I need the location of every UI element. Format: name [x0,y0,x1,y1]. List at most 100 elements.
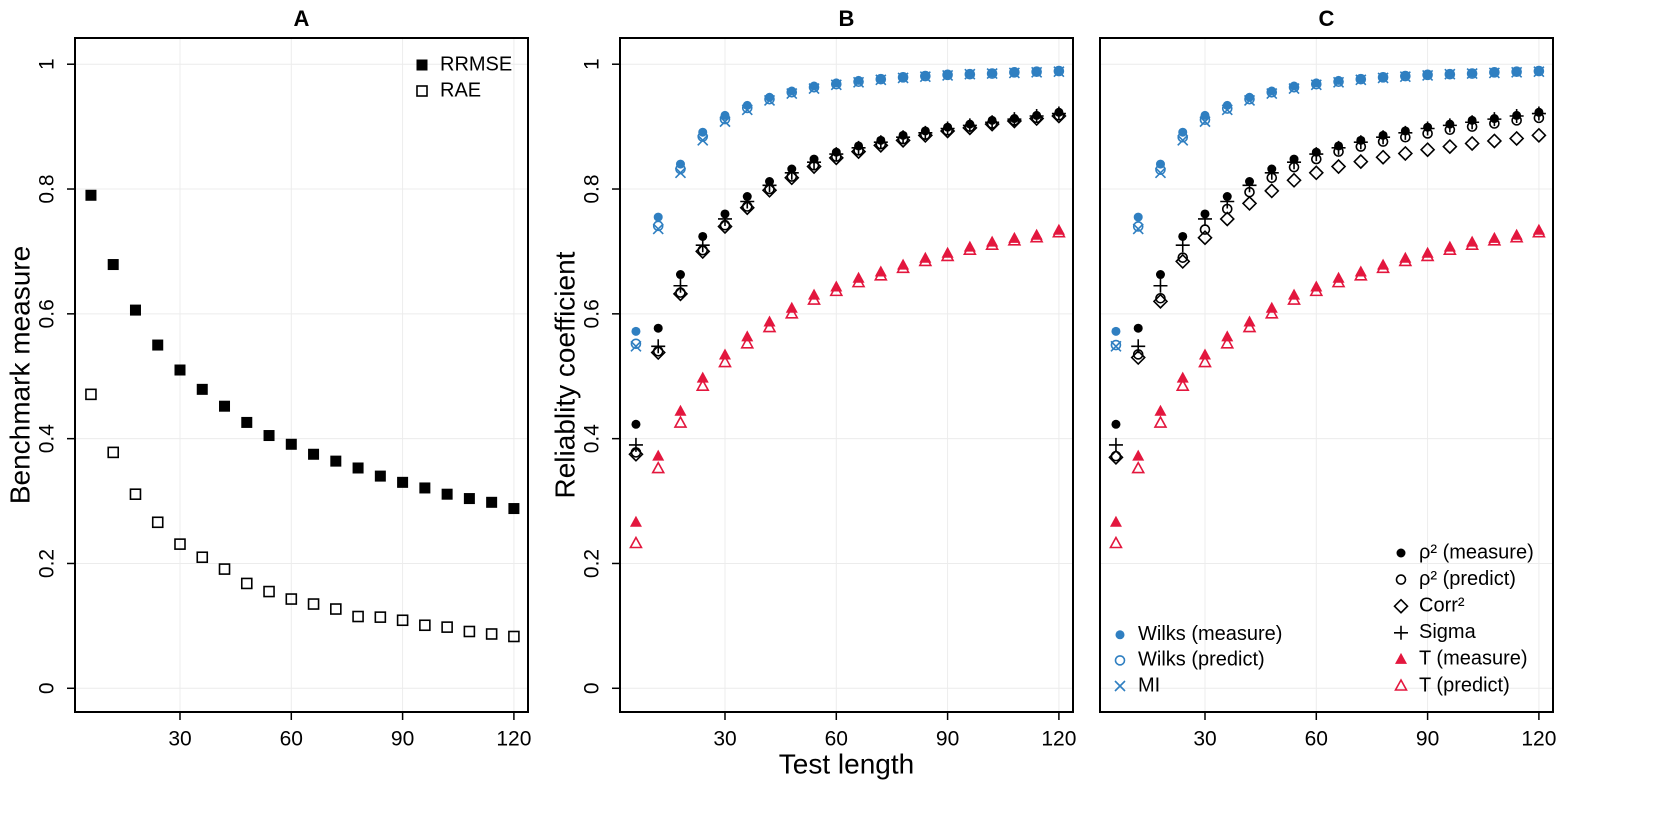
panel-title: C [1319,6,1335,31]
y-tick-label: 0 [36,682,59,694]
marker [1029,230,1044,243]
marker-shape [919,71,931,83]
marker [1423,69,1433,79]
marker-shape [174,538,186,550]
marker-shape [352,610,364,623]
marker [942,69,953,81]
marker [1310,79,1322,91]
marker [352,610,364,623]
marker-shape [218,563,231,575]
marker-shape [1175,253,1191,270]
marker-shape [942,69,954,82]
marker [307,598,320,610]
marker [829,283,844,297]
marker [1132,223,1144,235]
legend-marker [1395,652,1407,664]
marker [463,493,475,505]
y-tick-label: 0.4 [581,424,604,454]
marker [1175,378,1190,392]
marker [896,260,910,274]
marker-shape [896,130,911,145]
marker [830,78,842,90]
y-tick-label: 0.4 [36,424,59,454]
marker-shape [441,488,453,500]
marker-shape [85,388,97,401]
marker-shape [1394,625,1408,640]
marker [852,76,865,88]
marker-shape [1264,183,1280,199]
marker-shape [1264,306,1279,319]
marker [1051,106,1066,121]
marker-shape [829,147,844,162]
marker [1399,71,1411,83]
marker-shape [674,167,687,179]
marker-shape [1489,67,1500,78]
marker-shape [1399,251,1412,263]
marker [129,488,142,500]
marker-shape [1443,242,1457,255]
marker-shape [463,493,475,505]
marker [1511,66,1522,77]
marker [1264,183,1280,199]
marker-shape [761,182,778,198]
marker [828,150,844,166]
marker [1377,72,1389,84]
marker [695,238,710,253]
marker [1533,66,1545,78]
marker [1198,354,1212,368]
marker-shape [830,78,842,90]
marker [1243,94,1256,106]
marker [1154,167,1167,179]
marker-shape [876,74,886,84]
marker [1286,172,1302,188]
marker-shape [151,516,164,529]
marker-shape [1155,164,1166,175]
legend-marker [1394,678,1408,691]
marker-shape [652,220,664,232]
marker [897,258,910,270]
marker-shape [719,116,731,128]
marker-shape [1288,82,1300,93]
marker [741,102,753,114]
marker [1466,68,1478,79]
marker [174,538,186,550]
marker-shape [1444,68,1456,80]
marker [508,503,520,515]
marker-shape [397,476,409,488]
marker-shape [786,87,798,100]
marker [673,278,688,293]
marker-shape [719,113,731,125]
marker-shape [943,69,953,79]
marker [1465,115,1480,130]
legend-label: MI [1138,674,1160,696]
marker [1422,69,1434,82]
marker-shape [1444,68,1456,80]
y-tick-label: 1 [36,58,59,70]
marker [1443,240,1456,252]
marker-shape [1423,69,1433,79]
marker-shape [419,619,431,632]
marker-shape [1396,548,1406,558]
legend-marker [1393,598,1409,614]
marker-shape [898,72,908,82]
plot-frame [619,37,1074,713]
marker [739,200,755,216]
marker [285,438,297,450]
marker-shape [1198,211,1212,226]
marker-shape [986,68,998,80]
marker-shape [1111,419,1121,429]
marker [986,235,999,247]
marker-shape [1333,76,1344,87]
marker-shape [1310,79,1322,91]
marker [650,344,666,361]
marker-shape [1509,130,1525,147]
x-tick-label: 120 [1041,728,1076,751]
marker [964,68,976,80]
marker [786,87,798,100]
marker [196,383,208,395]
marker [628,446,644,462]
marker-shape [1177,131,1189,143]
marker [672,286,689,302]
marker [829,147,844,162]
marker-shape [808,82,820,95]
